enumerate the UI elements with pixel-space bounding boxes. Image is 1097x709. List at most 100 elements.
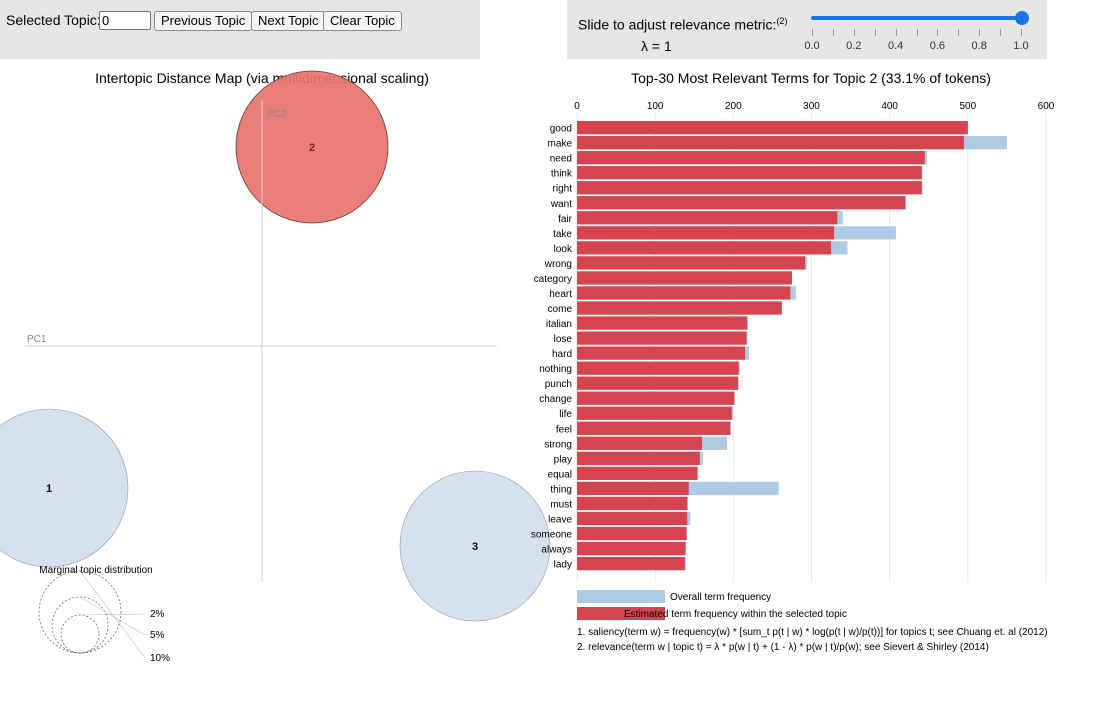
topic-label-3[interactable]: 3 [472,541,478,553]
legend-overall-label: Overall term frequency [670,592,771,603]
relevance-slider-thumb[interactable] [1015,11,1029,25]
relevance-slider-track[interactable] [811,16,1023,20]
topic-frequency-bar[interactable] [577,301,782,315]
topic-frequency-bar[interactable] [577,391,735,405]
topic-frequency-bar[interactable] [577,511,688,526]
topic-frequency-bar[interactable] [577,406,732,420]
term-label[interactable]: lose [554,334,573,345]
term-label[interactable]: equal [548,469,572,480]
term-label[interactable]: category [534,274,572,285]
term-label[interactable]: life [559,409,572,420]
term-label[interactable]: must [550,499,572,510]
bars: good make need think right want fair take look wr… [531,121,1007,571]
topic-frequency-bar[interactable] [577,271,792,285]
topic-frequency-bar[interactable] [577,436,703,450]
topic-frequency-bar[interactable] [577,151,925,165]
topic-frequency-bar[interactable] [577,526,687,541]
topic-frequency-bar[interactable] [577,451,700,465]
term-label[interactable]: punch [545,379,572,390]
slider-tick-mark [812,29,813,36]
slider-footnote-ref: (2) [776,16,788,26]
term-label[interactable]: thing [550,484,572,495]
topic-frequency-bar[interactable] [577,496,688,511]
term-label[interactable]: leave [548,514,572,525]
topic-frequency-bar[interactable] [577,256,806,270]
term-label[interactable]: heart [549,289,572,300]
bar-x-tick-label: 500 [959,101,976,112]
term-label[interactable]: someone [531,530,573,541]
topic-circle-1[interactable] [0,408,129,568]
term-label[interactable]: hard [552,349,572,360]
selected-topic-input[interactable] [99,11,151,30]
term-label[interactable]: think [551,169,573,180]
clear-topic-button[interactable]: Clear Topic [323,11,402,31]
marginal-legend-label: 10% [150,653,170,664]
term-label[interactable]: lady [554,560,572,571]
slider-tick-label: 0.8 [971,40,987,52]
term-label[interactable]: right [553,184,573,195]
previous-topic-button[interactable]: Previous Topic [154,11,253,31]
topic-frequency-bar[interactable] [577,166,922,180]
topic-frequency-bar[interactable] [577,481,689,496]
term-label[interactable]: come [548,304,573,315]
term-label[interactable]: look [554,244,573,255]
topic-frequency-bar[interactable] [577,376,739,390]
slider-tick-mark [916,29,918,36]
term-label[interactable]: fair [558,214,573,225]
term-label[interactable]: italian [546,319,572,330]
topic-frequency-bar[interactable] [577,211,838,225]
topic-label-2[interactable]: 2 [309,142,315,154]
intertopic-map-title: Intertopic Distance Map (via multidimens… [95,70,429,86]
lambda-value-label: λ = 1 [641,38,672,54]
topic-frequency-bar[interactable] [577,541,686,556]
topic-circle-2[interactable] [235,70,389,224]
bar-x-tick-label: 100 [647,101,664,112]
topic-frequency-bar[interactable] [577,226,835,240]
selected-topic-label: Selected Topic: [6,12,101,28]
slider-label: Slide to adjust relevance metric:(2) [578,16,787,33]
topic-frequency-bar[interactable] [577,136,964,150]
topic-frequency-bar[interactable] [577,181,922,195]
footnote-relevance: 2. relevance(term w | topic t) = λ * p(w… [577,642,989,653]
term-label[interactable]: strong [544,439,572,450]
topic-frequency-bar[interactable] [577,421,731,435]
term-label[interactable]: feel [556,424,572,435]
term-label[interactable]: wrong [544,259,572,270]
next-topic-button[interactable]: Next Topic [251,11,326,31]
topic-frequency-bar[interactable] [577,346,746,360]
topic-frequency-bar[interactable] [577,316,748,330]
term-label[interactable]: good [550,124,572,135]
term-label[interactable]: want [550,199,572,210]
topic-circle-3[interactable] [399,470,551,622]
marginal-legend-leader [79,596,146,636]
topic-frequency-bar[interactable] [577,466,698,480]
topic-label-1[interactable]: 1 [46,483,52,495]
pc1-axis-label: PC1 [27,334,47,345]
term-label[interactable]: change [539,394,572,405]
topic-frequency-bar[interactable] [577,556,685,571]
topic-frequency-bar[interactable] [577,196,906,210]
term-label[interactable]: need [550,154,572,165]
term-label[interactable]: play [554,454,572,465]
term-label[interactable]: make [548,139,573,150]
marginal-legend-circle [38,570,122,654]
topic-frequency-bar[interactable] [577,121,968,135]
topic-frequency-bar[interactable] [577,331,747,345]
term-label[interactable]: take [553,229,572,240]
legend-topic-label: Estimated term frequency within the sele… [624,609,847,620]
bar-x-tick-label: 0 [574,101,580,112]
topic-frequency-bar[interactable] [577,286,791,300]
topic-frequency-bar[interactable] [577,241,832,255]
slider-tick-label: 0.6 [929,40,946,52]
term-label[interactable]: nothing [539,364,572,375]
footnote-saliency: 1. saliency(term w) = frequency(w) * [su… [577,627,1048,638]
slider-tick-mark [853,29,855,36]
slider-label-text: Slide to adjust relevance metric: [578,16,777,33]
topic-frequency-bar[interactable] [577,361,739,375]
term-label[interactable]: always [541,545,572,556]
bar-legend: Overall term frequency Estimated term fre… [577,590,847,620]
bar-x-tick-label: 400 [881,101,898,112]
slider-tick-mark [895,29,897,36]
marginal-legend-circle [60,614,100,654]
